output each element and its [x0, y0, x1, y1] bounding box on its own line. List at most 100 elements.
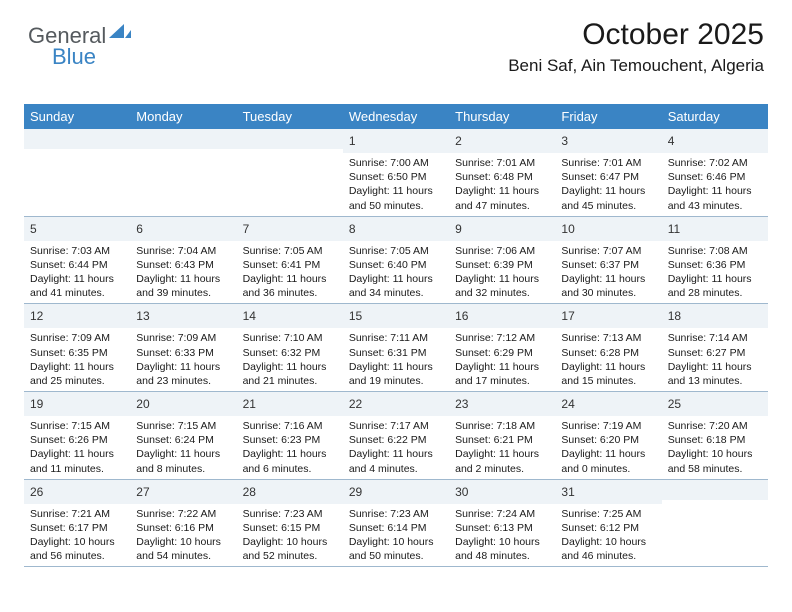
- day-number-row: 30: [449, 480, 555, 504]
- day-body: Sunrise: 7:02 AMSunset: 6:46 PMDaylight:…: [662, 153, 768, 216]
- day-number: 28: [243, 485, 256, 499]
- sunset-text: Sunset: 6:48 PM: [455, 170, 549, 184]
- day-body: Sunrise: 7:15 AMSunset: 6:26 PMDaylight:…: [24, 416, 130, 479]
- day-number: 14: [243, 309, 256, 323]
- sunrise-text: Sunrise: 7:07 AM: [561, 244, 655, 258]
- week-row: 26Sunrise: 7:21 AMSunset: 6:17 PMDayligh…: [24, 480, 768, 568]
- day-number: 15: [349, 309, 362, 323]
- day-cell: 31Sunrise: 7:25 AMSunset: 6:12 PMDayligh…: [555, 480, 661, 567]
- day-body: [237, 149, 343, 155]
- sunset-text: Sunset: 6:12 PM: [561, 521, 655, 535]
- day-cell: 2Sunrise: 7:01 AMSunset: 6:48 PMDaylight…: [449, 129, 555, 216]
- day-body: Sunrise: 7:09 AMSunset: 6:35 PMDaylight:…: [24, 328, 130, 391]
- daylight-text: Daylight: 10 hours and 46 minutes.: [561, 535, 655, 563]
- day-cell: 23Sunrise: 7:18 AMSunset: 6:21 PMDayligh…: [449, 392, 555, 479]
- day-body: Sunrise: 7:21 AMSunset: 6:17 PMDaylight:…: [24, 504, 130, 567]
- day-body: Sunrise: 7:22 AMSunset: 6:16 PMDaylight:…: [130, 504, 236, 567]
- sunset-text: Sunset: 6:24 PM: [136, 433, 230, 447]
- sunset-text: Sunset: 6:20 PM: [561, 433, 655, 447]
- sunrise-text: Sunrise: 7:22 AM: [136, 507, 230, 521]
- day-body: Sunrise: 7:25 AMSunset: 6:12 PMDaylight:…: [555, 504, 661, 567]
- sunset-text: Sunset: 6:36 PM: [668, 258, 762, 272]
- daylight-text: Daylight: 10 hours and 54 minutes.: [136, 535, 230, 563]
- sunrise-text: Sunrise: 7:24 AM: [455, 507, 549, 521]
- sunrise-text: Sunrise: 7:19 AM: [561, 419, 655, 433]
- daylight-text: Daylight: 11 hours and 8 minutes.: [136, 447, 230, 475]
- day-number-row: 31: [555, 480, 661, 504]
- logo-text-blue: Blue: [52, 44, 96, 70]
- weeks-container: 1Sunrise: 7:00 AMSunset: 6:50 PMDaylight…: [24, 129, 768, 567]
- day-cell: 4 Sunrise: 7:02 AMSunset: 6:46 PMDaylight…: [662, 129, 768, 216]
- day-number: 2: [455, 134, 462, 148]
- day-number-row: 18: [662, 304, 768, 328]
- daylight-text: Daylight: 11 hours and 28 minutes.: [668, 272, 762, 300]
- day-number: 16: [455, 309, 468, 323]
- page-header: October 2025 Beni Saf, Ain Temouchent, A…: [508, 18, 764, 76]
- sunset-text: Sunset: 6:46 PM: [668, 170, 762, 184]
- day-number: 20: [136, 397, 149, 411]
- day-body: Sunrise: 7:00 AMSunset: 6:50 PMDaylight:…: [343, 153, 449, 216]
- daylight-text: Daylight: 11 hours and 39 minutes.: [136, 272, 230, 300]
- sunset-text: Sunset: 6:13 PM: [455, 521, 549, 535]
- daylight-text: Daylight: 10 hours and 48 minutes.: [455, 535, 549, 563]
- sunrise-text: Sunrise: 7:01 AM: [561, 156, 655, 170]
- day-number-row: 25: [662, 392, 768, 416]
- sunrise-text: Sunrise: 7:08 AM: [668, 244, 762, 258]
- day-cell: 19Sunrise: 7:15 AMSunset: 6:26 PMDayligh…: [24, 392, 130, 479]
- day-number: 4: [668, 134, 675, 148]
- daylight-text: Daylight: 11 hours and 30 minutes.: [561, 272, 655, 300]
- daylight-text: Daylight: 11 hours and 47 minutes.: [455, 184, 549, 212]
- daylight-text: Daylight: 10 hours and 58 minutes.: [668, 447, 762, 475]
- week-row: 5Sunrise: 7:03 AMSunset: 6:44 PMDaylight…: [24, 217, 768, 305]
- daylight-text: Daylight: 11 hours and 45 minutes.: [561, 184, 655, 212]
- sunrise-text: Sunrise: 7:18 AM: [455, 419, 549, 433]
- day-number-row: 17: [555, 304, 661, 328]
- day-number-row: 8: [343, 217, 449, 241]
- sunset-text: Sunset: 6:31 PM: [349, 346, 443, 360]
- day-cell: 16 Sunrise: 7:12 AMSunset: 6:29 PMDayligh…: [449, 304, 555, 391]
- weekday-wednesday: Wednesday: [343, 104, 449, 129]
- day-cell: 9Sunrise: 7:06 AMSunset: 6:39 PMDaylight…: [449, 217, 555, 304]
- daylight-text: Daylight: 11 hours and 36 minutes.: [243, 272, 337, 300]
- day-number-row: 4: [662, 129, 768, 153]
- daylight-text: Daylight: 11 hours and 13 minutes.: [668, 360, 762, 388]
- day-number: 8: [349, 222, 356, 236]
- day-number: 18: [668, 309, 681, 323]
- day-body: Sunrise: 7:06 AMSunset: 6:39 PMDaylight:…: [449, 241, 555, 304]
- day-number-row: [662, 480, 768, 500]
- day-cell: [237, 129, 343, 216]
- daylight-text: Daylight: 11 hours and 19 minutes.: [349, 360, 443, 388]
- daylight-text: Daylight: 11 hours and 17 minutes.: [455, 360, 549, 388]
- day-cell: 24Sunrise: 7:19 AMSunset: 6:20 PMDayligh…: [555, 392, 661, 479]
- day-number-row: 16: [449, 304, 555, 328]
- day-number: 5: [30, 222, 37, 236]
- sunset-text: Sunset: 6:41 PM: [243, 258, 337, 272]
- sunrise-text: Sunrise: 7:02 AM: [668, 156, 762, 170]
- month-title: October 2025: [508, 18, 764, 52]
- day-body: Sunrise: 7:01 AMSunset: 6:47 PMDaylight:…: [555, 153, 661, 216]
- day-number-row: 28: [237, 480, 343, 504]
- sunset-text: Sunset: 6:43 PM: [136, 258, 230, 272]
- daylight-text: Daylight: 10 hours and 56 minutes.: [30, 535, 124, 563]
- day-cell: 25Sunrise: 7:20 AMSunset: 6:18 PMDayligh…: [662, 392, 768, 479]
- sunset-text: Sunset: 6:16 PM: [136, 521, 230, 535]
- day-number: 3: [561, 134, 568, 148]
- day-number-row: 26: [24, 480, 130, 504]
- sunset-text: Sunset: 6:26 PM: [30, 433, 124, 447]
- daylight-text: Daylight: 10 hours and 52 minutes.: [243, 535, 337, 563]
- sunset-text: Sunset: 6:15 PM: [243, 521, 337, 535]
- day-number-row: 6: [130, 217, 236, 241]
- day-cell: 5Sunrise: 7:03 AMSunset: 6:44 PMDaylight…: [24, 217, 130, 304]
- day-body: Sunrise: 7:05 AMSunset: 6:40 PMDaylight:…: [343, 241, 449, 304]
- day-cell: 28Sunrise: 7:23 AMSunset: 6:15 PMDayligh…: [237, 480, 343, 567]
- calendar-grid: Sunday Monday Tuesday Wednesday Thursday…: [24, 104, 768, 567]
- day-number: 25: [668, 397, 681, 411]
- sunrise-text: Sunrise: 7:14 AM: [668, 331, 762, 345]
- day-number-row: 9: [449, 217, 555, 241]
- day-cell: 11Sunrise: 7:08 AMSunset: 6:36 PMDayligh…: [662, 217, 768, 304]
- daylight-text: Daylight: 10 hours and 50 minutes.: [349, 535, 443, 563]
- day-cell: 10Sunrise: 7:07 AMSunset: 6:37 PMDayligh…: [555, 217, 661, 304]
- daylight-text: Daylight: 11 hours and 21 minutes.: [243, 360, 337, 388]
- day-body: Sunrise: 7:12 AMSunset: 6:29 PMDaylight:…: [449, 328, 555, 391]
- sunset-text: Sunset: 6:21 PM: [455, 433, 549, 447]
